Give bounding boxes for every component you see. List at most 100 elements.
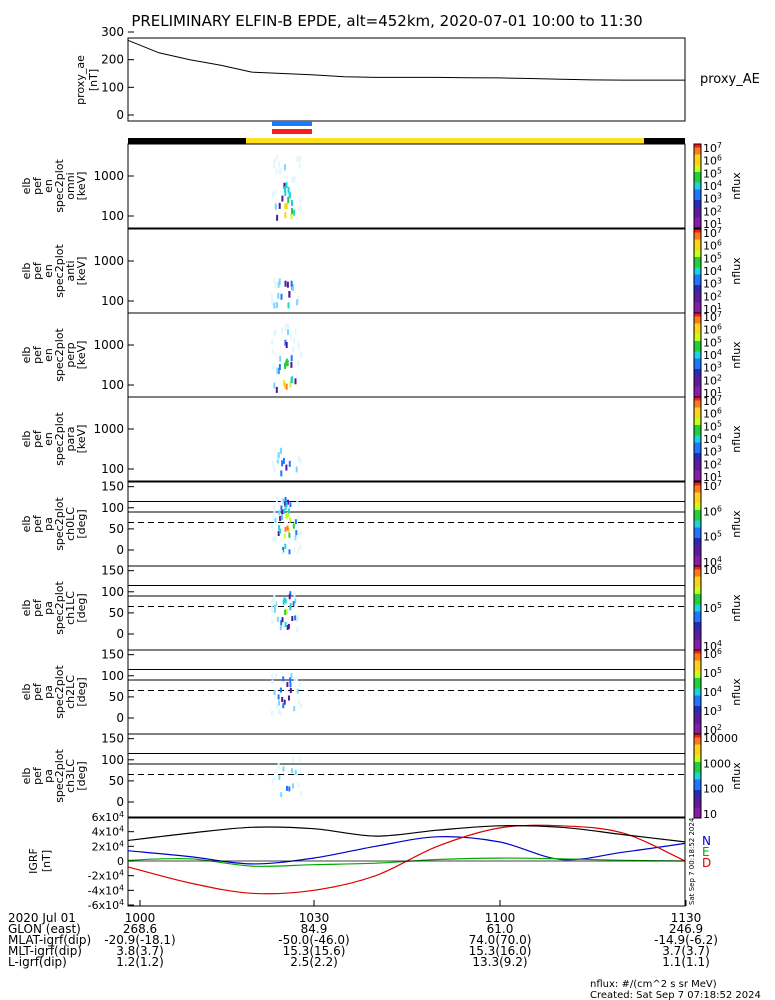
spec-cell-0-0	[285, 182, 288, 189]
colorbar-title-6: nflux	[730, 678, 743, 706]
spec-cell-0-38	[298, 162, 301, 169]
colorbar-seg-1-19	[694, 295, 701, 300]
spec-cell-7-9	[288, 786, 291, 792]
spec-cell-0-35	[293, 209, 296, 216]
colorbar-seg-5-13	[694, 611, 701, 616]
colorbar-frame-0	[693, 143, 702, 229]
colorbar-seg-1-21	[694, 302, 701, 307]
colorbar-seg-4-23	[694, 562, 701, 567]
spec-cell-5-0	[296, 627, 299, 632]
spec-ylabel-3-0: elb	[20, 431, 33, 448]
spec-ylabel-3-5: [keV]	[75, 425, 88, 454]
spec-cell-5-37	[284, 609, 287, 615]
spec-cell-0-34	[278, 202, 281, 209]
spec-cell-2-28	[287, 323, 290, 330]
colorbar-label-6-4: 106	[703, 647, 722, 661]
colorbar-seg-7-3	[694, 744, 701, 749]
spec-cell-4-44	[278, 525, 281, 531]
spec-cell-7-16	[299, 756, 302, 762]
spec-tick-label-7-0: 0	[116, 795, 124, 809]
spec-cell-4-24	[299, 529, 302, 535]
spec-cell-5-23	[284, 598, 287, 604]
spec-cell-0-29	[291, 176, 294, 183]
footer-value-0-0: 1000	[125, 911, 156, 925]
colorbar-seg-0-22	[694, 221, 701, 225]
spec-panel-4: elbpefpaspec2plotch0LC[deg]0501001501041…	[20, 479, 743, 569]
spec-cell-0-16	[275, 154, 278, 161]
colorbar-seg-4-18	[694, 545, 701, 549]
spec-cell-6-27	[289, 677, 292, 683]
spec-ylabel-3-4: para	[64, 427, 77, 452]
colorbar-seg-3-18	[694, 460, 701, 464]
spec-tick-label-2-0: 100	[101, 378, 124, 392]
colorbar-seg-1-15	[694, 281, 701, 286]
spec-ylabel-4-3: spec2plot	[53, 497, 66, 551]
spec-cell-6-16	[278, 709, 280, 715]
colorbar-seg-2-19	[694, 379, 701, 384]
colorbar-frame-7	[693, 733, 702, 819]
colorbar-seg-7-4	[694, 748, 701, 752]
colorbar-seg-5-22	[694, 643, 701, 647]
spec-cell-1-13	[292, 285, 294, 292]
spec-tick-label-3-1: 1000	[93, 422, 124, 436]
colorbar-seg-2-16	[694, 369, 701, 373]
spec-cell-7-11	[277, 763, 280, 769]
spec-cell-7-14	[282, 766, 285, 772]
colorbar-title-2: nflux	[730, 341, 743, 369]
colorbar-seg-0-8	[694, 172, 701, 176]
colorbar-title-3: nflux	[730, 425, 743, 453]
colorbar-seg-1-13	[694, 274, 701, 279]
spec-cell-4-51	[273, 513, 276, 519]
spec-cell-6-10	[281, 697, 284, 702]
spec-cell-4-10	[292, 523, 295, 529]
colorbar-seg-1-8	[694, 257, 701, 261]
spec-cell-1-7	[273, 277, 276, 284]
colorbar-seg-0-1	[694, 147, 701, 152]
spec-cell-5-22	[281, 617, 284, 623]
spec-ylabel-2-5: [keV]	[75, 341, 88, 370]
colorbar-seg-7-13	[694, 779, 701, 784]
colorbar-seg-6-8	[694, 678, 701, 682]
spec-cell-5-6	[279, 625, 282, 631]
spec-tick-label-2-1: 1000	[93, 338, 124, 352]
colorbar-seg-6-4	[694, 664, 701, 668]
spec-cell-4-53	[299, 544, 302, 550]
colorbar-seg-2-12	[694, 355, 701, 359]
spec-cell-0-11	[299, 155, 301, 162]
colorbar-seg-5-1	[694, 569, 701, 574]
spec-cell-4-0	[280, 498, 283, 504]
colorbar-seg-2-6	[694, 334, 701, 338]
colorbar-seg-5-20	[694, 636, 701, 640]
colorbar-seg-7-15	[694, 786, 701, 791]
spec-cell-2-37	[284, 323, 287, 330]
colorbar-seg-6-11	[694, 688, 701, 693]
spec-cell-1-8	[284, 280, 287, 287]
colorbar-seg-6-13	[694, 695, 701, 700]
colorbar-seg-3-5	[694, 414, 701, 419]
spec-cell-4-8	[286, 512, 289, 517]
spec-cell-6-18	[289, 688, 292, 693]
spec-cell-6-19	[296, 676, 298, 682]
spec-cell-4-11	[277, 531, 280, 536]
colorbar-seg-1-18	[694, 292, 701, 296]
spec-ylabel-0-4: omni	[64, 172, 77, 199]
colorbar-seg-6-12	[694, 692, 701, 696]
spec-cell-4-25	[280, 515, 283, 521]
spec-cell-6-8	[275, 703, 278, 709]
footer-label-0: 2020 Jul 01	[8, 911, 76, 925]
spec-cell-1-4	[278, 278, 281, 285]
page-title: PRELIMINARY ELFIN-B EPDE, alt=452km, 202…	[131, 12, 642, 30]
colorbar-seg-2-14	[694, 362, 701, 366]
spec-cell-4-22	[279, 528, 282, 534]
colorbar-seg-2-18	[694, 376, 701, 380]
igrf-tick-label-5: -4x104	[88, 883, 124, 897]
proxy-ae-legend: proxy_AE	[700, 72, 760, 87]
spec-cell-6-14	[270, 710, 273, 716]
colorbar-seg-7-14	[694, 783, 701, 787]
igrf-legend-N: N	[702, 834, 711, 848]
spec-ylabel-1-2: en	[42, 264, 55, 278]
units-note: nflux: #/(cm^2 s sr MeV)	[590, 979, 717, 990]
colorbar-label-7-3: 10000	[703, 732, 738, 745]
